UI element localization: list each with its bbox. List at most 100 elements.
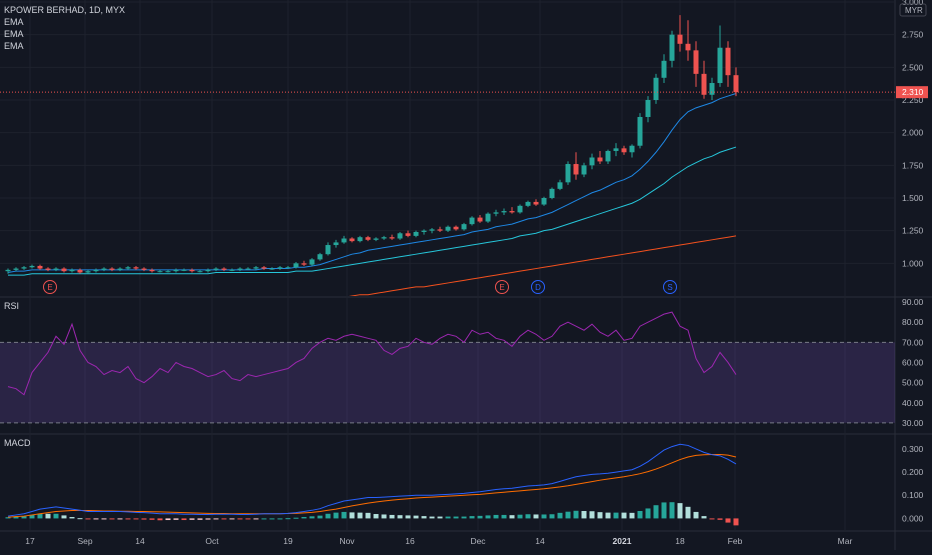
candle-body [157, 271, 163, 273]
candle-body [37, 265, 43, 269]
candle-body [437, 229, 443, 231]
macd-histogram-bar [573, 510, 579, 519]
macd-pane-label[interactable]: MACD [4, 438, 31, 448]
rsi-band [0, 342, 895, 423]
macd-histogram-bar [685, 506, 691, 519]
x-axis-label: Feb [728, 536, 743, 546]
ema-indicator-label-1[interactable]: EMA [4, 17, 24, 27]
price-tick-label: 2.750 [902, 30, 924, 40]
candle-body [165, 271, 171, 273]
macd-histogram-bar [669, 502, 675, 519]
candle-body [389, 237, 395, 239]
rsi-tick-label: 80.00 [902, 317, 924, 327]
macd-histogram-bar [525, 514, 531, 519]
candle-body [509, 211, 515, 213]
candle-body [661, 60, 667, 78]
x-axis-label: 18 [675, 536, 685, 546]
candle-body [293, 263, 299, 268]
candle-body [133, 267, 139, 269]
macd-tick-label: 0.100 [902, 490, 924, 500]
macd-histogram-bar [701, 516, 707, 519]
candle-body [477, 217, 483, 222]
candle-body [557, 182, 563, 189]
macd-histogram-bar [77, 518, 83, 520]
price-tick-label: 1.000 [902, 258, 924, 268]
candle-body [317, 254, 323, 260]
candle-body [29, 265, 35, 268]
candle-body [533, 201, 539, 205]
rsi-tick-label: 90.00 [902, 297, 924, 307]
macd-histogram-bar [461, 516, 467, 519]
macd-histogram-bar [269, 518, 275, 520]
candle-body [245, 268, 251, 270]
macd-histogram-bar [565, 511, 571, 519]
x-axis-label: Oct [205, 536, 219, 546]
candle-body [709, 83, 715, 95]
macd-signal-line [7, 453, 737, 518]
macd-histogram-bar [309, 516, 315, 519]
macd-histogram-bar [69, 517, 75, 519]
rsi-pane-label[interactable]: RSI [4, 301, 20, 311]
x-axis-label: 19 [283, 536, 293, 546]
macd-histogram-bar [373, 514, 379, 519]
candle-body [277, 267, 283, 269]
macd-histogram-bar [485, 515, 491, 519]
candle-body [221, 268, 227, 270]
candle-body [125, 267, 131, 269]
macd-histogram-bar [533, 514, 539, 519]
candle-body [701, 73, 707, 95]
price-tick-label: 2.000 [902, 128, 924, 138]
candle-body [493, 212, 499, 214]
candle-body [229, 269, 235, 271]
candle-body [381, 237, 387, 239]
macd-histogram-bar [301, 517, 307, 519]
price-tick-label: 2.250 [902, 95, 924, 105]
macd-histogram-bar [437, 516, 443, 519]
candle-body [565, 164, 571, 183]
macd-histogram-bar [725, 518, 731, 523]
x-axis-label: Mar [838, 536, 853, 546]
candle-body [717, 47, 723, 84]
candle-body [5, 269, 11, 272]
macd-tick-label: 0.200 [902, 467, 924, 477]
symbol-title[interactable]: KPOWER BERHAD, 1D, MYX [4, 5, 126, 15]
candle-body [173, 269, 179, 272]
macd-histogram-bar [125, 518, 131, 520]
price-tick-label: 1.750 [902, 160, 924, 170]
candle-body [629, 145, 635, 153]
ema-indicator-label-3[interactable]: EMA [4, 41, 24, 51]
macd-histogram-bar [13, 516, 19, 519]
x-axis-label: 17 [25, 536, 35, 546]
candle-body [469, 217, 475, 225]
macd-histogram-bar [245, 518, 251, 520]
candle-body [453, 226, 459, 230]
rsi-pane [0, 311, 895, 424]
rsi-tick-label: 60.00 [902, 357, 924, 367]
macd-histogram-bar [549, 514, 555, 519]
macd-histogram-bar [261, 518, 267, 520]
candle-body [621, 148, 627, 153]
macd-histogram-bar [85, 518, 91, 520]
macd-histogram-bar [677, 503, 683, 519]
candle-body [373, 238, 379, 240]
macd-histogram-bar [509, 515, 515, 519]
macd-histogram-bar [61, 515, 67, 519]
macd-histogram-bar [421, 516, 427, 519]
candle-body [341, 238, 347, 243]
candle-body [189, 269, 195, 272]
x-axis-label: Dec [470, 536, 486, 546]
candle-body [141, 268, 147, 270]
x-axis-label: 16 [405, 536, 415, 546]
candle-body [285, 267, 291, 269]
macd-histogram-bar [109, 518, 115, 520]
candle-body [45, 268, 51, 270]
macd-histogram-bar [181, 518, 187, 521]
ema-indicator-label-2[interactable]: EMA [4, 29, 24, 39]
macd-histogram-bar [29, 514, 35, 519]
macd-histogram-bar [661, 502, 667, 519]
candle-body [237, 268, 243, 270]
candle-body [109, 268, 115, 270]
macd-histogram-bar [445, 516, 451, 519]
candle-body [21, 267, 27, 269]
